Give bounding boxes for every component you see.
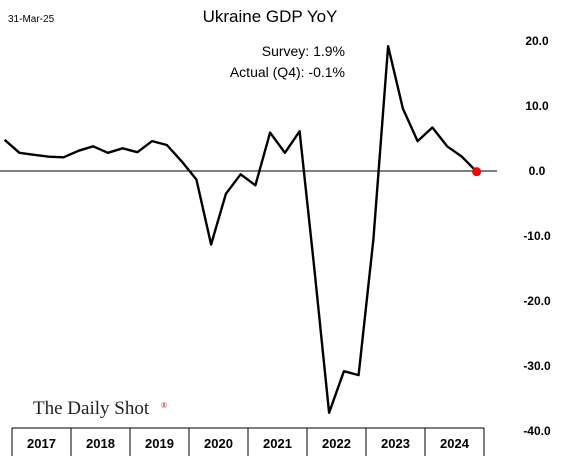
y-tick-label: -40.0 <box>523 424 551 438</box>
y-tick-label: -30.0 <box>523 359 551 373</box>
y-tick-label: -10.0 <box>523 229 551 243</box>
y-tick-label: -20.0 <box>523 294 551 308</box>
x-year-label: 2023 <box>381 436 410 451</box>
x-year-label: 2022 <box>322 436 351 451</box>
x-year-label: 2018 <box>86 436 115 451</box>
logo-text: The Daily Shot <box>33 398 150 419</box>
x-year-label: 2019 <box>145 436 174 451</box>
last-point-marker <box>472 167 482 177</box>
x-year-label: 2017 <box>27 436 56 451</box>
x-year-label: 2020 <box>204 436 233 451</box>
y-axis: 20.0 10.0 0.0 -10.0 -20.0 -30.0 -40.0 <box>523 34 551 438</box>
actual-annotation: Actual (Q4): -0.1% <box>230 64 345 80</box>
y-tick-label: 0.0 <box>529 164 546 178</box>
y-tick-label: 10.0 <box>525 99 549 113</box>
daily-shot-logo: The Daily Shot ® <box>33 398 167 419</box>
x-year-label: 2024 <box>440 436 470 451</box>
x-axis: 2017 2018 2019 2020 2021 2022 2023 2024 <box>11 427 485 456</box>
chart-date: 31-Mar-25 <box>8 14 55 25</box>
chart-title: Ukraine GDP YoY <box>203 7 338 26</box>
gdp-series-line <box>3 45 478 414</box>
y-tick-label: 20.0 <box>525 34 549 48</box>
x-year-label: 2021 <box>263 436 292 451</box>
logo-registered-mark: ® <box>161 401 167 410</box>
survey-annotation: Survey: 1.9% <box>262 43 345 59</box>
